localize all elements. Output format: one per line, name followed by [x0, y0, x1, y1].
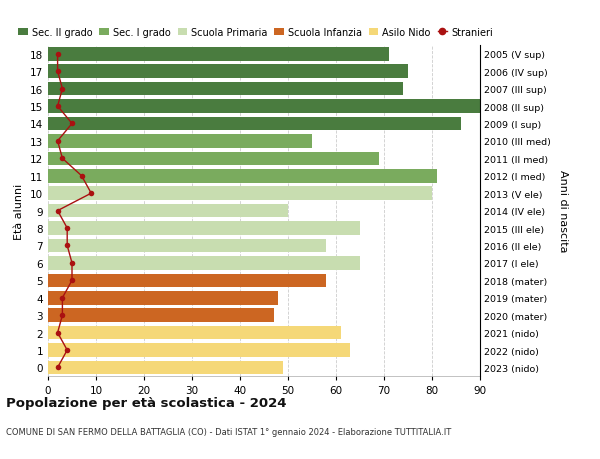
Bar: [48, 309, 274, 322]
Text: COMUNE DI SAN FERMO DELLA BATTAGLIA (CO) - Dati ISTAT 1° gennaio 2024 - Elaboraz: COMUNE DI SAN FERMO DELLA BATTAGLIA (CO)…: [6, 427, 451, 436]
Bar: [48, 326, 341, 340]
Bar: [48, 274, 326, 287]
Bar: [48, 48, 389, 62]
Bar: [48, 100, 480, 113]
Bar: [48, 169, 437, 183]
Bar: [48, 239, 326, 253]
Bar: [48, 152, 379, 166]
Y-axis label: Anni di nascita: Anni di nascita: [558, 170, 568, 252]
Bar: [48, 187, 432, 201]
Bar: [48, 83, 403, 96]
Bar: [48, 222, 360, 235]
Bar: [48, 361, 283, 375]
Legend: Sec. II grado, Sec. I grado, Scuola Primaria, Scuola Infanzia, Asilo Nido, Stran: Sec. II grado, Sec. I grado, Scuola Prim…: [19, 28, 493, 38]
Bar: [48, 343, 350, 357]
Bar: [48, 65, 408, 79]
Y-axis label: Età alunni: Età alunni: [14, 183, 25, 239]
Bar: [48, 291, 278, 305]
Bar: [48, 118, 461, 131]
Bar: [48, 204, 288, 218]
Bar: [48, 135, 312, 148]
Bar: [48, 257, 360, 270]
Text: Popolazione per età scolastica - 2024: Popolazione per età scolastica - 2024: [6, 396, 287, 409]
